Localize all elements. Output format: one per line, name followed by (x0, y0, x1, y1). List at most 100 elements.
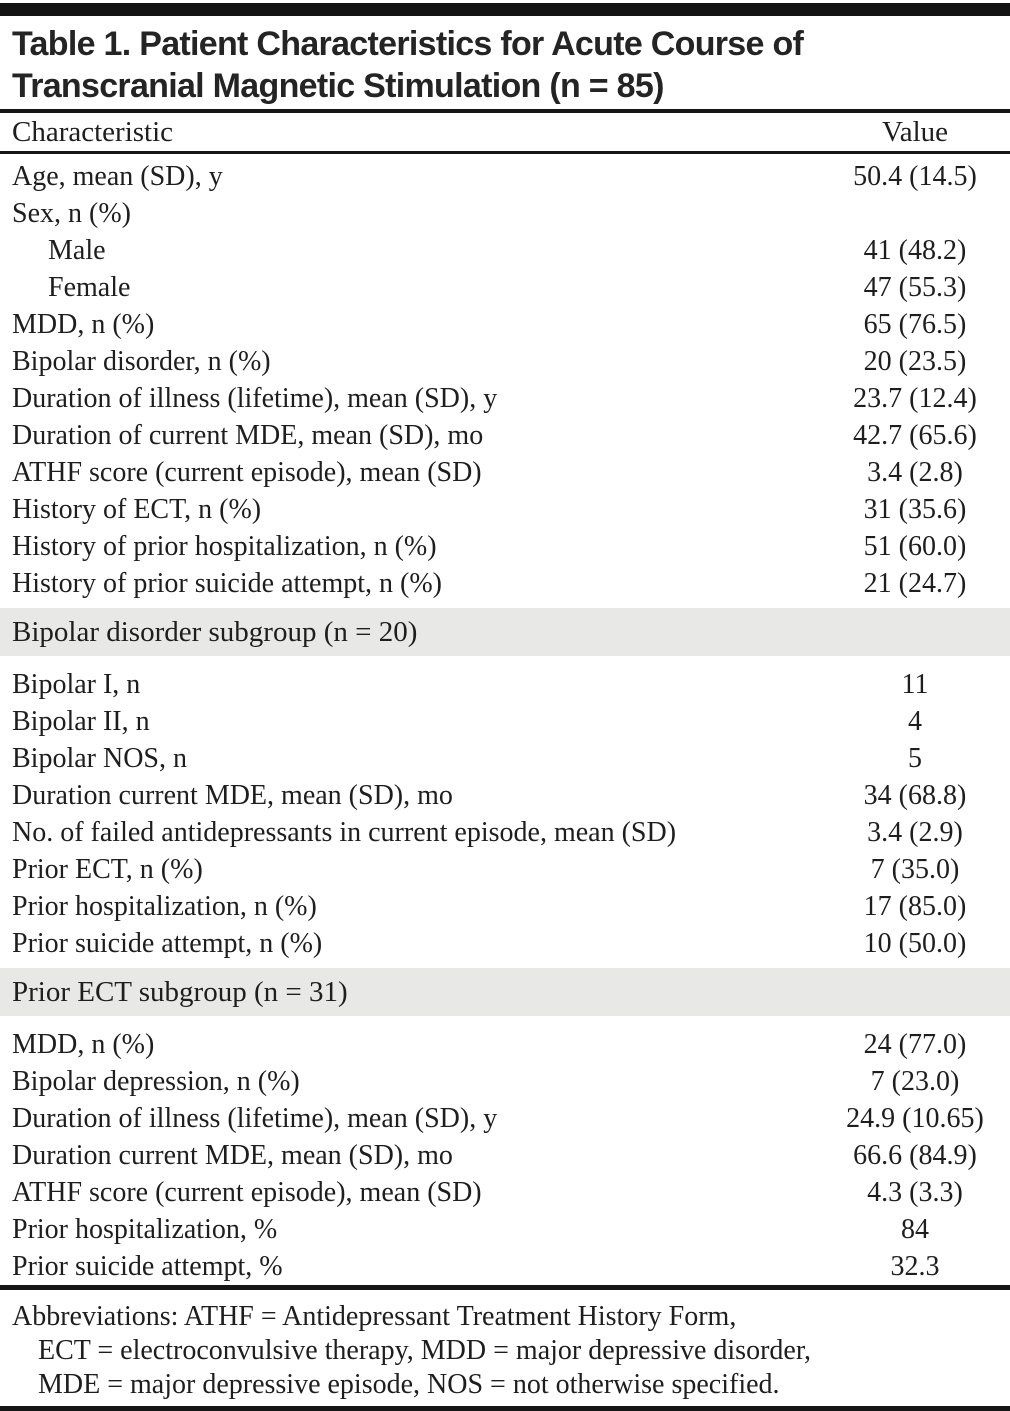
row-value: 34 (68.8) (863, 779, 967, 811)
row-value: 7 (35.0) (870, 853, 960, 885)
row-characteristic: ATHF score (current episode), mean (SD) (12, 456, 482, 488)
section-rows: Bipolar I, n 11 Bipolar II, n 4 Bipolar NOS,… (0, 662, 1010, 962)
table-row: Prior ECT, n (%) 7 (35.0) (0, 851, 1010, 888)
row-value: 66.6 (84.9) (853, 1139, 977, 1171)
table-title: Table 1. Patient Characteristics for Acu… (0, 16, 1010, 109)
row-characteristic: Bipolar NOS, n (12, 742, 187, 774)
row-characteristic: No. of failed antidepressants in current… (12, 816, 677, 848)
table-row: Female 47 (55.3) (0, 269, 1010, 306)
rule-above-footnote (0, 1285, 1010, 1290)
table-row: MDD, n (%) 65 (76.5) (0, 306, 1010, 343)
row-value: 17 (85.0) (863, 890, 967, 922)
table-row: No. of failed antidepressants in current… (0, 814, 1010, 851)
table-row: Bipolar depression, n (%) 7 (23.0) (0, 1063, 1010, 1100)
table-row: MDD, n (%) 24 (77.0) (0, 1026, 1010, 1063)
row-value: 24 (77.0) (863, 1028, 967, 1060)
rule-under-column-header (0, 151, 1010, 154)
row-value: 41 (48.2) (863, 234, 967, 266)
row-value: 32.3 (890, 1250, 940, 1282)
footnote-line: ECT = electroconvulsive therapy, MDD = m… (38, 1335, 812, 1366)
row-characteristic: Bipolar I, n (12, 668, 141, 700)
row-characteristic: Prior suicide attempt, n (%) (12, 927, 323, 959)
row-characteristic: Bipolar depression, n (%) (12, 1065, 300, 1097)
table-row: Duration of current MDE, mean (SD), mo 42… (0, 417, 1010, 454)
row-value: 10 (50.0) (863, 927, 967, 959)
row-characteristic: Male (48, 234, 106, 266)
row-characteristic: ATHF score (current episode), mean (SD) (12, 1176, 482, 1208)
row-characteristic: History of prior hospitalization, n (%) (12, 530, 437, 562)
row-value: 4 (908, 705, 922, 737)
row-characteristic: Duration of illness (lifetime), mean (SD… (12, 382, 498, 414)
row-characteristic: Bipolar disorder, n (%) (12, 345, 271, 377)
row-characteristic: MDD, n (%) (12, 308, 155, 340)
rule-under-title (0, 109, 1010, 113)
footnote-line: MDE = major depressive episode, NOS = no… (38, 1369, 780, 1400)
section-rows: MDD, n (%) 24 (77.0) Bipolar depression, n… (0, 1022, 1010, 1285)
row-value: 3.4 (2.8) (867, 456, 963, 488)
abbreviations-footnote: Abbreviations: ATHF = Antidepressant Tre… (0, 1290, 1010, 1406)
row-characteristic: History of ECT, n (%) (12, 493, 262, 525)
column-header-row: Characteristic Value (0, 113, 1010, 151)
section-header-label: Prior ECT subgroup (n = 31) (12, 975, 348, 1008)
table-row: Duration of illness (lifetime), mean (SD… (0, 380, 1010, 417)
row-value: 7 (23.0) (870, 1065, 960, 1097)
row-characteristic: Female (48, 271, 131, 303)
table-row: Bipolar disorder, n (%) 20 (23.5) (0, 343, 1010, 380)
row-value: 23.7 (12.4) (853, 382, 977, 414)
table-body: Age, mean (SD), y 50.4 (14.5) Sex, n (%) Ma… (0, 154, 1010, 1285)
row-value: 20 (23.5) (863, 345, 967, 377)
row-characteristic: History of prior suicide attempt, n (%) (12, 567, 443, 599)
row-characteristic: Duration of current MDE, mean (SD), mo (12, 419, 484, 451)
row-characteristic: Bipolar II, n (12, 705, 150, 737)
table-title-line2: Transcranial Magnetic Stimulation (n = 8… (12, 67, 664, 105)
row-value: 5 (908, 742, 922, 774)
row-characteristic: Prior suicide attempt, % (12, 1250, 283, 1282)
row-value: 31 (35.6) (863, 493, 967, 525)
table-top-rule (0, 3, 1010, 16)
table-row: Age, mean (SD), y 50.4 (14.5) (0, 158, 1010, 195)
section-header-band: Prior ECT subgroup (n = 31) (0, 968, 1010, 1016)
row-characteristic: Age, mean (SD), y (12, 160, 223, 192)
row-value: 84 (901, 1213, 929, 1245)
row-value: 11 (901, 668, 929, 700)
column-header-value: Value (881, 115, 949, 148)
table-row: Prior suicide attempt, % 32.3 (0, 1248, 1010, 1285)
section-header-label: Bipolar disorder subgroup (n = 20) (12, 615, 418, 648)
table-row: Male 41 (48.2) (0, 232, 1010, 269)
row-value: 21 (24.7) (863, 567, 967, 599)
section-rows: Age, mean (SD), y 50.4 (14.5) Sex, n (%) Ma… (0, 154, 1010, 602)
row-value: 50.4 (14.5) (853, 160, 977, 192)
table-row: ATHF score (current episode), mean (SD) 3… (0, 454, 1010, 491)
table-row: History of prior hospitalization, n (%) 5… (0, 528, 1010, 565)
row-value: 51 (60.0) (863, 530, 967, 562)
row-characteristic: Prior ECT, n (%) (12, 853, 203, 885)
row-characteristic: MDD, n (%) (12, 1028, 155, 1060)
table-row: Bipolar NOS, n 5 (0, 740, 1010, 777)
table-row: Bipolar II, n 4 (0, 703, 1010, 740)
column-header-characteristic: Characteristic (12, 115, 174, 148)
table-row: Duration current MDE, mean (SD), mo 34 (6… (0, 777, 1010, 814)
section-header-band: Bipolar disorder subgroup (n = 20) (0, 608, 1010, 656)
table-row: History of ECT, n (%) 31 (35.6) (0, 491, 1010, 528)
row-characteristic: Prior hospitalization, % (12, 1213, 278, 1245)
row-value: 42.7 (65.6) (853, 419, 977, 451)
table-row: Duration of illness (lifetime), mean (SD… (0, 1100, 1010, 1137)
table-row: Sex, n (%) (0, 195, 1010, 232)
footnote-line: Abbreviations: ATHF = Antidepressant Tre… (12, 1301, 737, 1332)
row-value: 47 (55.3) (863, 271, 967, 303)
table-row: Prior hospitalization, % 84 (0, 1211, 1010, 1248)
table-row: History of prior suicide attempt, n (%) 2… (0, 565, 1010, 602)
row-characteristic: Duration of illness (lifetime), mean (SD… (12, 1102, 498, 1134)
table-row: Bipolar I, n 11 (0, 666, 1010, 703)
row-characteristic: Sex, n (%) (12, 197, 131, 229)
row-value: 4.3 (3.3) (867, 1176, 963, 1208)
table-title-line1: Table 1. Patient Characteristics for Acu… (12, 25, 804, 63)
row-characteristic: Duration current MDE, mean (SD), mo (12, 1139, 453, 1171)
table-row: Duration current MDE, mean (SD), mo 66.6 … (0, 1137, 1010, 1174)
table-row: ATHF score (current episode), mean (SD) 4… (0, 1174, 1010, 1211)
row-value: 65 (76.5) (863, 308, 967, 340)
row-value: 3.4 (2.9) (867, 816, 963, 848)
row-characteristic: Duration current MDE, mean (SD), mo (12, 779, 453, 811)
table-row: Prior suicide attempt, n (%) 10 (50.0) (0, 925, 1010, 962)
row-value: 24.9 (10.65) (846, 1102, 984, 1134)
